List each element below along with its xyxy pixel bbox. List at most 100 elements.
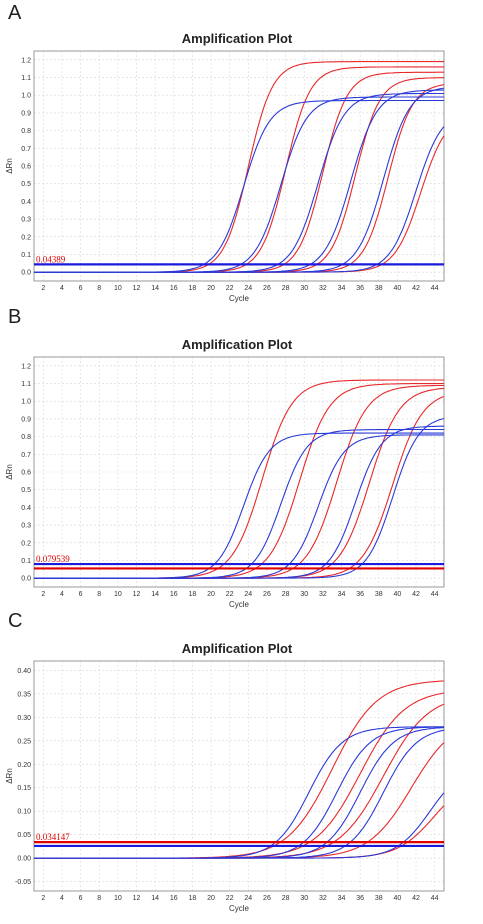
x-tick-label: 10 [114,591,122,598]
amplification-curve-6 [34,726,444,859]
x-tick-label: 42 [412,285,420,292]
amplification-curve-1 [34,379,444,579]
x-tick-label: 40 [394,895,402,902]
plot-area [33,660,445,892]
x-tick-label: 44 [431,285,439,292]
y-axis-label: ΔRn [5,158,14,174]
x-tick-label: 22 [226,591,234,598]
x-tick-label: 18 [189,285,197,292]
y-tick-label: 0.30 [17,715,31,722]
x-tick-label: 2 [41,285,45,292]
y-tick-label: 0.1 [21,558,31,565]
y-tick-label: 0.35 [17,691,31,698]
y-tick-label: 0.4 [21,505,31,512]
x-tick-label: 30 [300,285,308,292]
x-tick-label: 38 [375,285,383,292]
amplification-curve-2 [34,66,444,273]
threshold-label: 0.034147 [36,832,70,842]
y-tick-label: 0.25 [17,738,31,745]
x-tick-label: 14 [151,591,159,598]
y-tick-label: 0.40 [17,668,31,675]
y-tick-label: 1.1 [21,75,31,82]
amplification-curve-7 [34,99,444,273]
x-tick-label: 28 [282,285,290,292]
y-axis-label: ΔRn [5,464,14,480]
x-tick-label: 44 [431,591,439,598]
x-tick-label: 28 [282,895,290,902]
x-tick-label: 34 [338,895,346,902]
x-axis-label: Cycle [229,904,250,913]
amplification-curve-3 [34,384,444,579]
y-tick-label: 0.05 [17,832,31,839]
y-tick-label: 0.7 [21,146,31,153]
x-tick-label: 26 [263,285,271,292]
y-tick-label: 0.8 [21,128,31,135]
x-tick-label: 12 [133,285,141,292]
y-tick-label: 1.1 [21,381,31,388]
y-tick-label: 0.20 [17,762,31,769]
y-tick-label: 0.5 [21,487,31,494]
y-tick-label: 0.8 [21,434,31,441]
y-tick-label: 0.10 [17,809,31,816]
amplification-plot-b: Amplification Plot 0.0 0.1 0.2 0.3 0.4 0.5 0.6… [5,337,445,609]
plot-area [33,356,445,588]
x-tick-label: 42 [412,591,420,598]
x-tick-label: 2 [41,591,45,598]
y-tick-label: 0.7 [21,452,31,459]
y-tick-label: 0.4 [21,199,31,206]
y-tick-label: 0.2 [21,234,31,241]
amplification-curve-7 [34,428,444,579]
y-tick-label: 0.0 [21,576,31,583]
x-tick-label: 28 [282,591,290,598]
x-tick-label: 20 [207,895,215,902]
amplification-curve-10 [34,792,445,859]
x-tick-label: 10 [114,895,122,902]
x-tick-label: 12 [133,591,141,598]
x-tick-label: 20 [207,285,215,292]
x-tick-label: 4 [60,895,64,902]
x-tick-label: 44 [431,895,439,902]
x-tick-label: 22 [226,895,234,902]
y-tick-label: 0.00 [17,856,31,863]
amplification-curve-8 [34,96,444,273]
x-tick-label: 14 [151,895,159,902]
amplification-curve-9 [34,729,445,859]
x-tick-label: 30 [300,895,308,902]
x-tick-label: 18 [189,895,197,902]
x-tick-label: 38 [375,895,383,902]
y-tick-label: 0.0 [21,270,31,277]
y-tick-label: 0.9 [21,110,31,117]
x-axis-label: Cycle [229,600,250,609]
x-tick-label: 6 [79,895,83,902]
x-tick-label: 36 [356,591,364,598]
x-tick-label: 2 [41,895,45,902]
amplification-curve-1 [34,680,445,859]
x-tick-label: 42 [412,895,420,902]
x-tick-label: 38 [375,591,383,598]
amplification-curve-8 [34,727,445,859]
x-tick-label: 16 [170,895,178,902]
x-tick-label: 24 [244,285,252,292]
x-tick-label: 4 [60,591,64,598]
x-tick-label: 8 [97,895,101,902]
x-tick-label: 12 [133,895,141,902]
x-tick-label: 20 [207,591,215,598]
plot-title: Amplification Plot [182,641,293,656]
amplification-curve-10 [34,417,445,579]
x-tick-label: 32 [319,591,327,598]
x-tick-label: 36 [356,895,364,902]
y-tick-label: 0.6 [21,164,31,171]
amplification-curve-3 [34,703,445,859]
y-tick-label: 1.2 [21,57,31,64]
amplification-curve-4 [34,742,445,859]
x-tick-label: 40 [394,591,402,598]
y-tick-label: 0.3 [21,217,31,224]
panel-letter-b: B [8,306,22,328]
x-tick-label: 16 [170,591,178,598]
y-tick-label: 0.2 [21,540,31,547]
x-tick-label: 16 [170,285,178,292]
y-tick-label: 1.2 [21,363,31,370]
amplification-curve-5 [34,395,445,579]
y-tick-label: 0.6 [21,470,31,477]
amplification-curve-4 [34,77,444,273]
